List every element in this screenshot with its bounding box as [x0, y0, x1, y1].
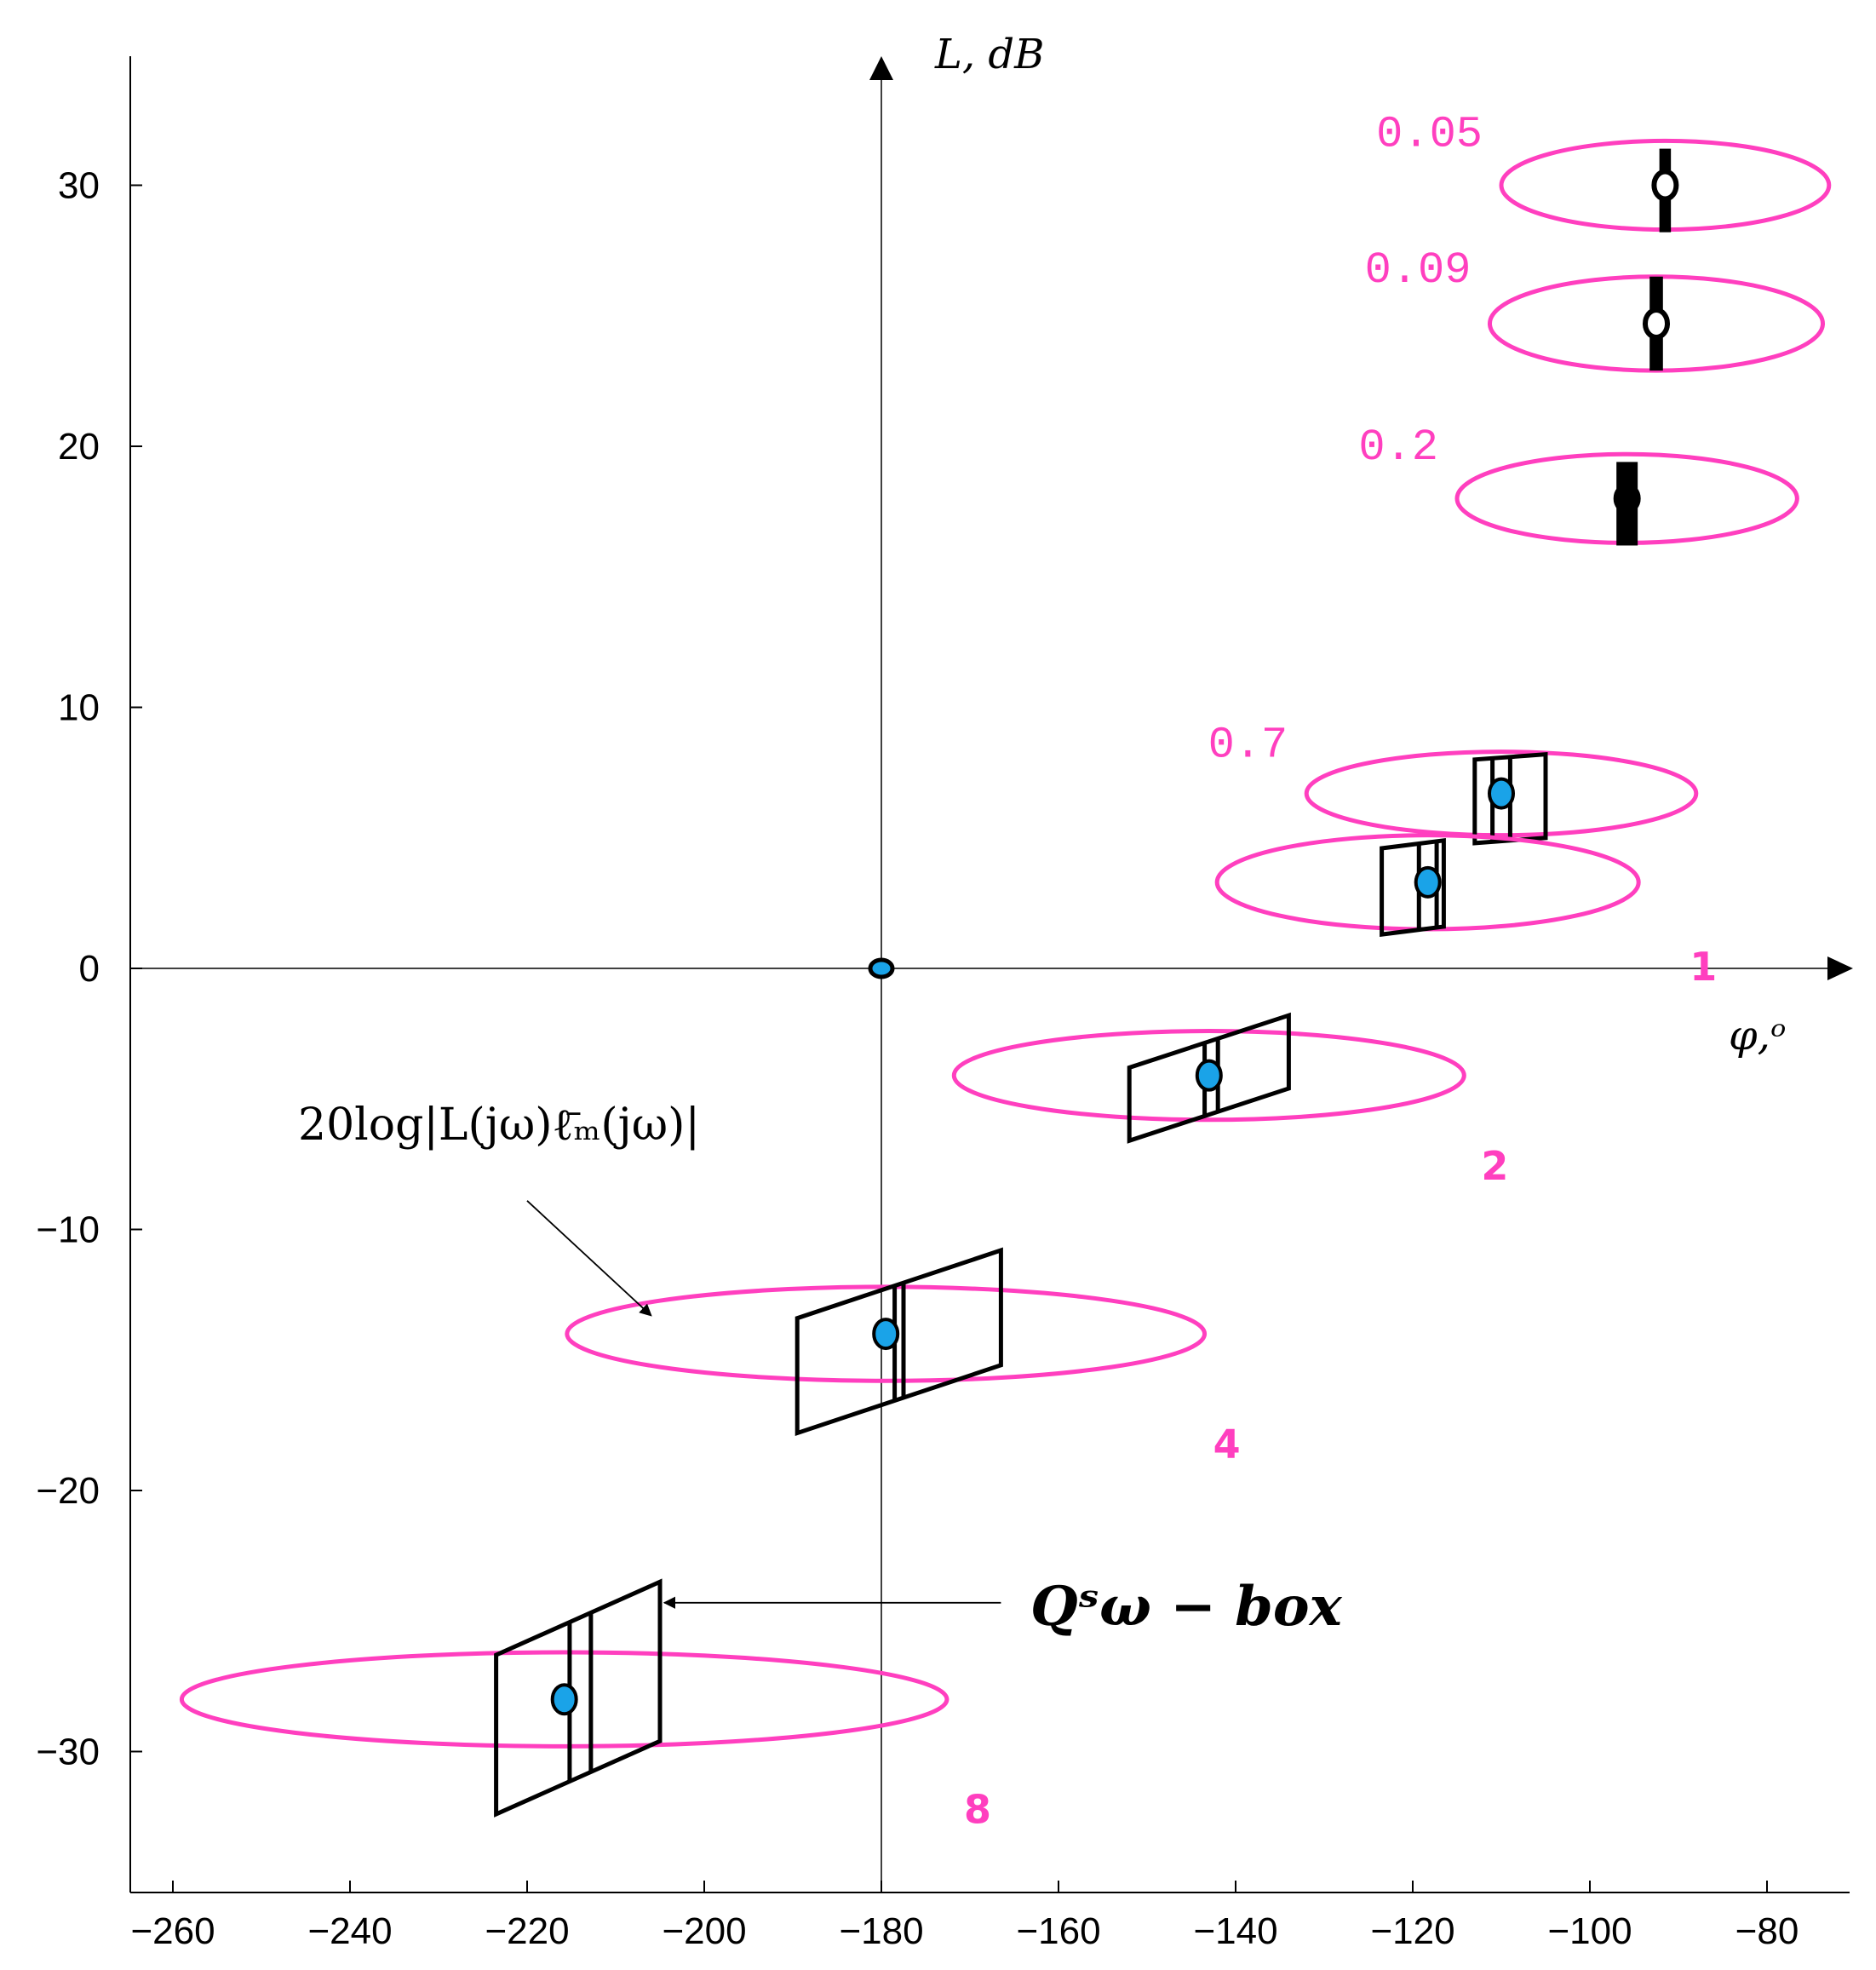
nominal-point [872, 1318, 900, 1351]
frequency-group-2: 2 [951, 1012, 1508, 1189]
x-tick-label: −240 [307, 1910, 392, 1952]
frequency-label: 4 [1213, 1421, 1241, 1467]
frequency-label: 2 [1481, 1143, 1508, 1189]
annotation-loop-magnitude: 20log|L(jω)ℓ̄ₘ(jω)| [298, 1100, 700, 1151]
horizontal-axis-arrow [1827, 956, 1853, 980]
q-box [1380, 837, 1446, 937]
uncertainty-ellipse [179, 1650, 949, 1749]
origin-point [868, 957, 895, 979]
frequency-label: 8 [964, 1786, 991, 1832]
uncertainty-ellipse [1304, 750, 1699, 838]
x-tick-label: −160 [1016, 1910, 1100, 1952]
y-tick-label: −10 [36, 1209, 100, 1251]
frequency-group-1: 1 [1214, 833, 1717, 990]
uncertainty-ellipse [951, 1029, 1466, 1123]
frequency-label: 0.2 [1358, 422, 1438, 473]
frequency-label: 0.05 [1376, 109, 1483, 159]
nominal-point [1613, 483, 1641, 514]
vertical-axis-arrow [869, 56, 893, 80]
frequency-label: 0.09 [1365, 245, 1472, 296]
nominal-point [1643, 307, 1670, 340]
chart-marks: 0.05 0.09 0.2 0.7 1 2 4 8 [179, 109, 1832, 1832]
frequency-group-0_2: 0.2 [1358, 422, 1799, 546]
x-tick-label: −260 [130, 1910, 215, 1952]
x-tick-label: −200 [662, 1910, 746, 1952]
q-box [795, 1247, 1003, 1437]
nominal-point [1651, 169, 1679, 202]
y-tick-label: 30 [58, 165, 100, 207]
nominal-point [1414, 865, 1442, 899]
x-tick-label: −80 [1735, 1910, 1799, 1952]
frequency-label: 0.7 [1208, 721, 1288, 771]
q-box [494, 1578, 663, 1818]
annotation-arrow-0 [526, 1200, 652, 1317]
annotation-q-box: Qˢω − box [1030, 1575, 1343, 1639]
frequency-group-4: 4 [565, 1247, 1241, 1467]
x-tick-label: −180 [839, 1910, 923, 1952]
y-tick-label: −30 [36, 1732, 100, 1773]
frequency-group-0_7: 0.7 [1208, 721, 1699, 846]
frequency-group-0_09: 0.09 [1365, 245, 1826, 373]
annotations: L, dB φ,ᵒ 20log|L(jω)ℓ̄ₘ(jω)| Qˢω − box [298, 31, 1786, 1639]
y-axis-label: L, dB [934, 31, 1044, 78]
x-axis-label: φ,ᵒ [1729, 1012, 1786, 1060]
q-box [1127, 1012, 1291, 1144]
x-tick-label: −140 [1193, 1910, 1277, 1952]
frequency-group-8: 8 [179, 1578, 991, 1832]
y-tick-label: 0 [79, 948, 100, 990]
y-tick-label: 20 [58, 426, 100, 468]
y-tick-label: −20 [36, 1470, 100, 1512]
nominal-point [550, 1683, 578, 1716]
frequency-label: 1 [1690, 944, 1717, 990]
nominal-point [1488, 777, 1515, 810]
x-tick-label: −120 [1370, 1910, 1454, 1952]
x-tick-label: −100 [1547, 1910, 1632, 1952]
y-tick-label: 10 [58, 687, 100, 729]
nominal-point [1195, 1059, 1223, 1092]
frequency-group-0_05: 0.05 [1376, 109, 1832, 233]
x-tick-label: −220 [485, 1910, 569, 1952]
